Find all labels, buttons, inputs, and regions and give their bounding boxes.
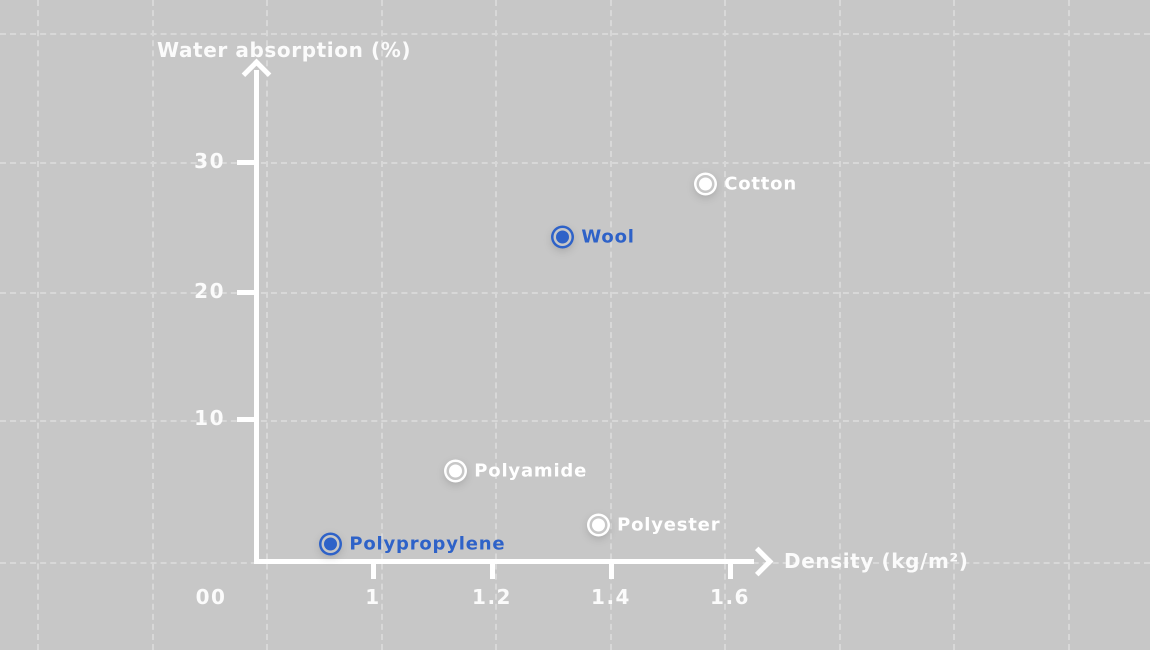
point-marker-icon (449, 464, 463, 478)
y-tick-mark (237, 160, 255, 165)
grid-line-horizontal (0, 162, 1150, 164)
x-axis-arrow-icon (743, 546, 774, 577)
x-tick-label: 1.2 (472, 585, 512, 609)
grid-line-vertical (37, 0, 39, 650)
data-point-polypropylene: Polypropylene (324, 533, 505, 554)
x-tick-label: 1 (365, 585, 381, 609)
grid-line-horizontal (0, 292, 1150, 294)
y-tick-label: 10 (194, 406, 225, 430)
data-point-polyamide: Polyamide (449, 461, 587, 482)
origin-label: 00 (195, 585, 227, 609)
grid-line-horizontal (0, 33, 1150, 35)
grid-line-vertical (953, 0, 955, 650)
grid-line-vertical (838, 0, 841, 650)
point-marker-icon (699, 177, 713, 191)
grid-line-vertical (1067, 0, 1070, 650)
y-axis-line (254, 70, 259, 562)
grid-line-vertical (266, 0, 268, 650)
point-label: Polypropylene (349, 533, 506, 555)
y-tick-label: 30 (194, 149, 225, 173)
grid-line-vertical (495, 0, 497, 650)
point-marker-icon (556, 230, 570, 244)
data-point-wool: Wool (556, 226, 634, 247)
grid-line-horizontal (0, 420, 1150, 422)
data-point-polyester: Polyester (592, 515, 720, 536)
grid-line-vertical (380, 0, 383, 650)
point-marker-icon (324, 537, 338, 551)
x-tick-mark (370, 564, 376, 579)
point-marker-icon (592, 518, 606, 532)
x-axis-line (254, 559, 754, 564)
point-label: Cotton (724, 173, 797, 195)
x-tick-mark (489, 564, 495, 579)
y-axis-title: Water absorption (%) (157, 38, 412, 62)
y-tick-label: 20 (194, 279, 225, 303)
point-label: Polyester (617, 514, 721, 536)
point-label: Wool (581, 226, 635, 248)
x-axis-title: Density (kg/m²) (784, 549, 969, 573)
data-point-cotton: Cotton (699, 173, 797, 194)
x-tick-label: 1.4 (591, 585, 631, 609)
grid-line-vertical (151, 0, 154, 650)
x-tick-mark (608, 564, 614, 579)
x-tick-mark (727, 564, 733, 579)
grid-line-vertical (724, 0, 726, 650)
grid-line-vertical (609, 0, 612, 650)
x-tick-label: 1.6 (710, 585, 750, 609)
point-label: Polyamide (474, 460, 588, 482)
y-tick-mark (237, 290, 255, 295)
y-tick-mark (237, 417, 255, 422)
